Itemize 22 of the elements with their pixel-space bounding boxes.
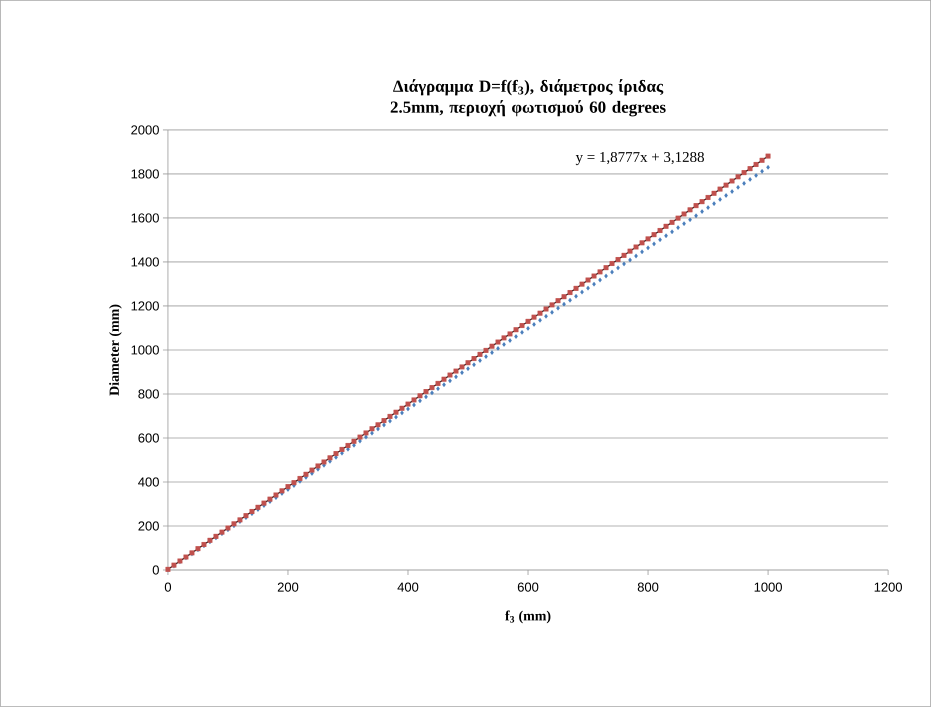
y-tick-label: 1000 [132,345,159,355]
y-tick-label: 200 [138,521,159,531]
x-tick-label: 800 [638,582,658,592]
y-tick-label: 1800 [132,169,159,179]
x-tick-label: 1000 [754,582,782,592]
y-axis-title: Diameter (mm) [109,304,122,396]
x-tick-label: 0 [164,582,172,592]
y-tick-label: 1200 [132,301,159,311]
y-tick-label: 400 [138,477,159,487]
y-tick-label: 0 [152,565,159,575]
y-tick-label: 1600 [132,213,159,223]
x-tick-label: 1200 [874,582,902,592]
x-tick-label: 200 [278,582,298,592]
annotation: y = 1,8777x + 3,1288 [576,152,704,166]
x-tick-label: 400 [397,582,418,592]
x-axis-title: f$_{3}$ (mm) [505,610,550,624]
y-tick-label: 1400 [132,257,159,267]
chart-title: Διάγραμμα D=f(f$_{3}$), διάμετρος ίριδας 2.5mm, περιοχή φωτισμού 60 degrees [390,79,666,116]
y-tick-label: 2000 [131,125,159,135]
y-tick-label: 600 [138,433,159,443]
x-tick-label: 600 [518,582,538,592]
y-tick-label: 800 [138,389,159,399]
